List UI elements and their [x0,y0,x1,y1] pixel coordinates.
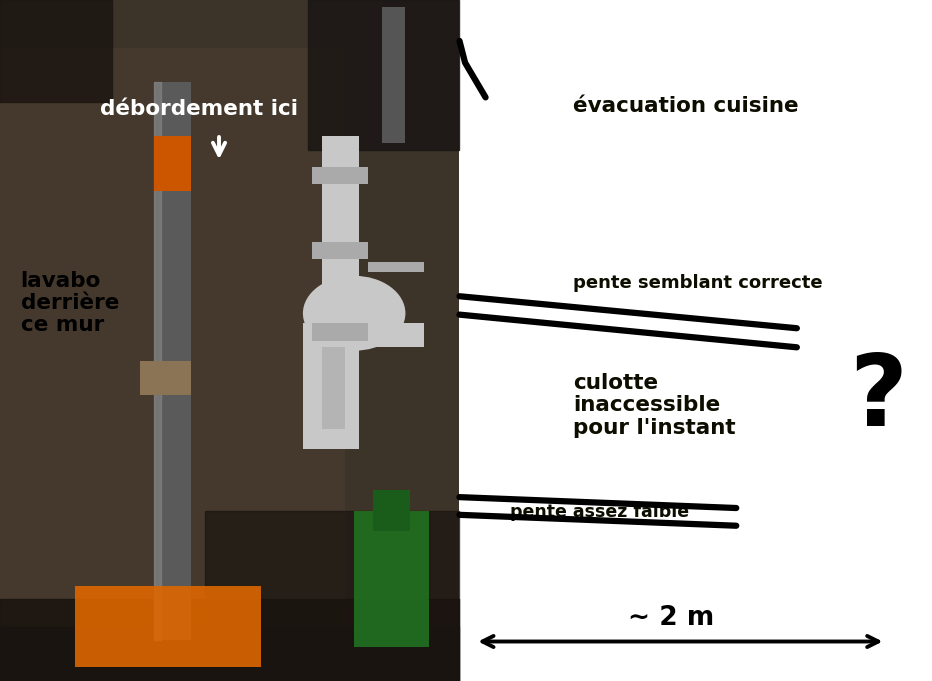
Text: débordement ici: débordement ici [100,99,297,119]
Text: ?: ? [849,350,907,447]
Bar [382,7,405,143]
Text: pente semblant correcte: pente semblant correcte [573,274,823,291]
Bar [303,323,424,347]
Bar [373,490,410,531]
Bar [0,0,459,681]
Bar [312,242,368,259]
Text: ∼ 2 m: ∼ 2 m [628,605,714,631]
Text: évacuation cuisine: évacuation cuisine [573,95,799,116]
Bar [368,262,424,272]
Circle shape [303,276,405,351]
Text: pente assez faible: pente assez faible [510,503,689,521]
Bar [459,0,932,681]
Bar [312,167,368,184]
Bar [322,347,345,429]
Bar [154,82,191,640]
Bar [312,323,368,340]
Bar [322,136,359,306]
Bar [154,136,191,191]
Bar [354,511,429,647]
Text: lavabo
derrière
ce mur: lavabo derrière ce mur [21,270,119,336]
Bar [75,586,261,667]
Bar [0,48,345,647]
Text: culotte
inaccessible
pour l'instant: culotte inaccessible pour l'instant [573,373,735,438]
Bar [303,340,359,449]
Bar [140,361,191,395]
